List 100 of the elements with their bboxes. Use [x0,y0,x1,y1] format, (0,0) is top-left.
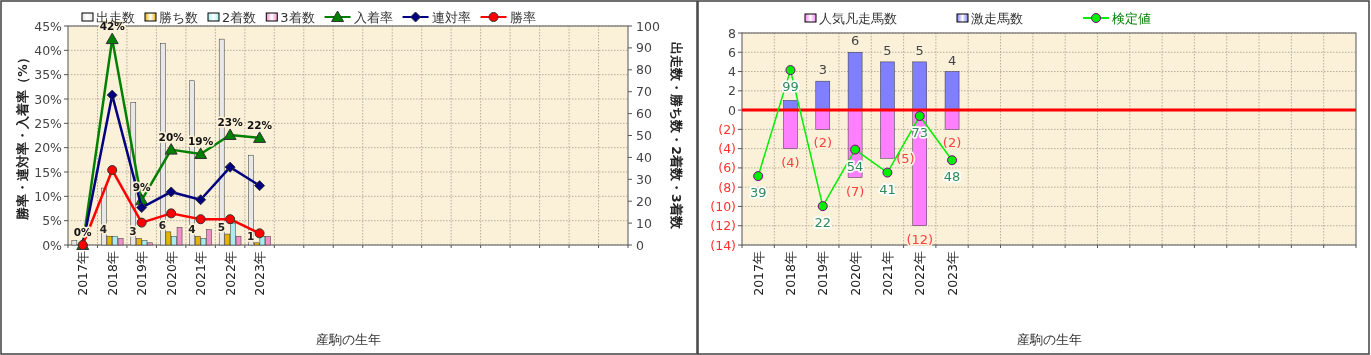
bar [783,109,798,149]
y-tick-label: (4) [718,141,736,157]
point [753,171,764,182]
legend-label: 検定値 [1112,11,1151,26]
y-tick-label: 0% [42,237,63,253]
point [254,228,265,239]
y2-tick-label: 40 [636,149,652,165]
point [136,217,147,228]
y-axis-title: 勝率・連対率・入着率（%） [15,51,30,221]
y2-tick-label: 90 [636,40,652,56]
y2-tick-label: 50 [636,128,652,143]
point [194,147,208,159]
y-tick-label: 20% [34,140,63,156]
legend-label: 勝率 [509,10,536,25]
x-tick-label: 2023年 [252,251,268,296]
y-tick-label: 2 [728,83,736,99]
y-tick-label: (2) [718,121,736,137]
bar [847,52,863,111]
bar [880,61,895,111]
point [106,89,118,101]
point [165,186,177,198]
point [882,167,893,178]
x-axis-title: 産駒の生年 [1016,332,1082,347]
point [136,202,148,214]
point [107,165,118,176]
data-label: 41 [879,181,896,197]
y-tick-label: (10) [710,198,736,214]
x-tick-label: 2018年 [104,251,120,296]
x-tick-label: 2019年 [815,251,831,296]
legend-label: 人気凡走馬数 [819,11,897,26]
y-tick-label: 8 [728,25,737,41]
x-tick-label: 2020年 [847,251,863,296]
y-tick-label: 35% [34,67,63,83]
data-label: 19% [188,134,214,147]
point [254,180,266,192]
x-tick-label: 2022年 [912,251,928,296]
y-tick-label: (14) [710,237,736,253]
x-axis-title: 産駒の生年 [315,332,381,347]
point [850,144,861,155]
legend-label: 入着率 [353,10,393,25]
point [166,208,177,219]
y-tick-label: 40% [34,42,63,58]
bar [880,109,895,159]
data-label: 4 [947,52,957,68]
data-label: (12) [906,231,934,247]
y-tick-label: 45% [34,18,63,34]
data-label: 6 [158,218,167,231]
bar [815,80,831,111]
y-tick-label: 0 [728,102,737,118]
y-tick-label: (8) [718,179,736,195]
point [253,131,267,143]
y-tick-label: 10% [34,188,63,204]
data-label: 5 [217,221,225,234]
point [225,214,236,225]
point [785,65,796,76]
data-label: 5 [915,42,924,58]
data-label: (4) [781,154,800,170]
data-label: (2) [813,135,832,151]
legend-label: 勝ち数 [159,10,198,25]
data-label: 3 [129,225,137,238]
data-label: 54 [846,158,864,174]
data-label: 5 [883,42,892,58]
data-label: 6 [850,33,860,49]
y-tick-label: 30% [34,91,63,107]
y-tick-label: (12) [710,218,736,234]
y-tick-label: 4 [728,64,737,80]
point [914,111,925,122]
y-tick-label: 25% [34,115,63,131]
x-tick-label: 2020年 [163,251,179,296]
point [195,194,207,206]
y-tick-label: 5% [42,213,63,229]
y2-tick-label: 20 [636,193,652,209]
data-label: 4 [99,223,108,236]
x-tick-label: 2019年 [134,251,150,296]
y-tick-label: 15% [34,164,63,180]
point [817,201,828,212]
x-tick-label: 2022年 [222,251,238,296]
point [947,155,958,166]
data-label: 3 [818,62,827,78]
point [224,161,236,173]
data-label: 48 [943,169,961,185]
x-tick-label: 2018年 [782,251,798,296]
legend-label: 2着数 [222,10,257,25]
x-tick-label: 2017年 [750,251,766,296]
y2-tick-label: 80 [636,62,652,78]
bar [912,61,927,111]
y2-tick-label: 30 [636,171,652,187]
data-label: 23% [217,116,244,129]
y2-tick-label: 100 [636,18,660,34]
data-label: 22% [247,118,273,131]
data-label: 1 [247,229,255,242]
y-tick-label: (6) [718,160,736,176]
data-label: (7) [845,183,865,199]
y2-tick-label: 70 [636,84,652,100]
data-label: 20% [158,130,185,143]
data-label: 22 [814,215,832,231]
point [223,128,237,141]
y-tick-label: 6 [728,44,737,60]
y2-axis-title: 出走数・勝ち数・2着数・3着数 [669,42,684,230]
y2-tick-label: 60 [636,106,652,122]
